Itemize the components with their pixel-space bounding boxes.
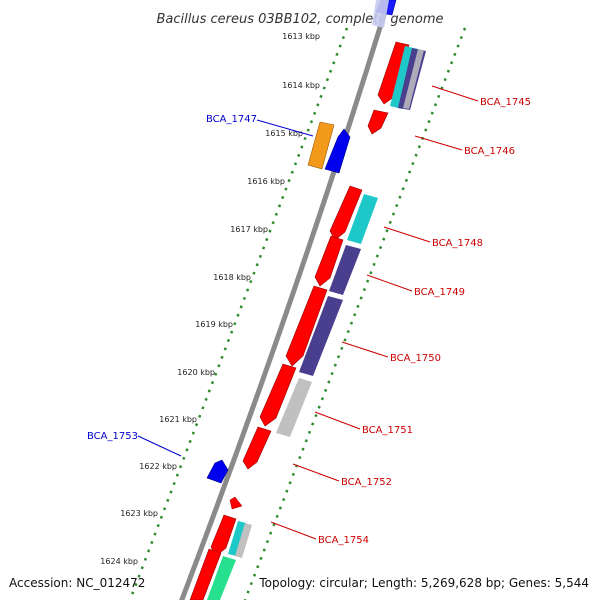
- kbp-label: 1620 kbp: [177, 368, 215, 377]
- forward-leader-lines: [270, 85, 479, 540]
- reverse-gene-labels: BCA_1747 BCA_1753: [87, 114, 257, 442]
- gene-block: [329, 185, 363, 241]
- genome-backbone: [179, 0, 392, 600]
- reverse-strand-genes: [206, 0, 397, 484]
- kbp-label: 1621 kbp: [159, 415, 197, 424]
- kbp-label: 1613 kbp: [282, 32, 320, 41]
- gene-block: [329, 245, 361, 295]
- gene-block: [259, 363, 297, 427]
- gene-block: [276, 378, 312, 437]
- gene-block: [307, 121, 335, 170]
- gene-block: [189, 548, 222, 600]
- gene-block: [403, 49, 424, 109]
- gene-block: [324, 128, 351, 174]
- gene-block: [367, 109, 389, 135]
- gene-label: BCA_1754: [318, 535, 369, 546]
- gene-label: BCA_1753: [87, 431, 138, 442]
- kbp-label: 1616 kbp: [247, 177, 285, 186]
- gene-label: BCA_1746: [464, 146, 515, 157]
- gene-block: [377, 41, 410, 105]
- gene-block: [229, 496, 243, 510]
- gene-label: BCA_1745: [480, 97, 531, 108]
- gene-block: [299, 296, 343, 376]
- kbp-label: 1619 kbp: [195, 320, 233, 329]
- inner-tick-track: [243, 27, 467, 600]
- kbp-label: 1622 kbp: [139, 462, 177, 471]
- accession-text: Accession: NC_012472: [9, 576, 145, 590]
- kbp-label: 1617 kbp: [230, 225, 268, 234]
- gene-label: BCA_1748: [432, 238, 483, 249]
- gene-block: [228, 521, 246, 556]
- gene-block: [206, 459, 229, 484]
- kbp-label: 1614 kbp: [282, 81, 320, 90]
- gene-block: [235, 523, 252, 558]
- gene-label: BCA_1751: [362, 425, 413, 436]
- reverse-leader-lines: [137, 119, 314, 457]
- gene-block: [210, 514, 237, 557]
- gene-block: [372, 0, 389, 28]
- gene-label: BCA_1752: [341, 477, 392, 488]
- kbp-label: 1624 kbp: [100, 557, 138, 566]
- gene-block: [207, 556, 236, 600]
- kbp-label: 1618 kbp: [213, 273, 251, 282]
- forward-strand-genes: [189, 41, 426, 600]
- forward-gene-labels: BCA_1745 BCA_1746 BCA_1748 BCA_1749 BCA_…: [318, 97, 531, 546]
- kbp-label: 1615 kbp: [265, 129, 303, 138]
- gene-label: BCA_1750: [390, 353, 441, 364]
- gene-label: BCA_1749: [414, 287, 465, 298]
- map-title: Bacillus cereus 03BB102, complete genome: [156, 12, 443, 27]
- genome-summary-text: Topology: circular; Length: 5,269,628 bp…: [258, 576, 589, 590]
- kbp-axis: 1613 kbp 1614 kbp 1615 kbp 1616 kbp 1617…: [100, 32, 320, 566]
- gene-block: [314, 235, 344, 287]
- kbp-label: 1623 kbp: [120, 509, 158, 518]
- gene-label: BCA_1747: [206, 114, 257, 125]
- gene-block: [285, 285, 328, 367]
- gene-block: [242, 426, 272, 470]
- gene-block: [347, 194, 378, 244]
